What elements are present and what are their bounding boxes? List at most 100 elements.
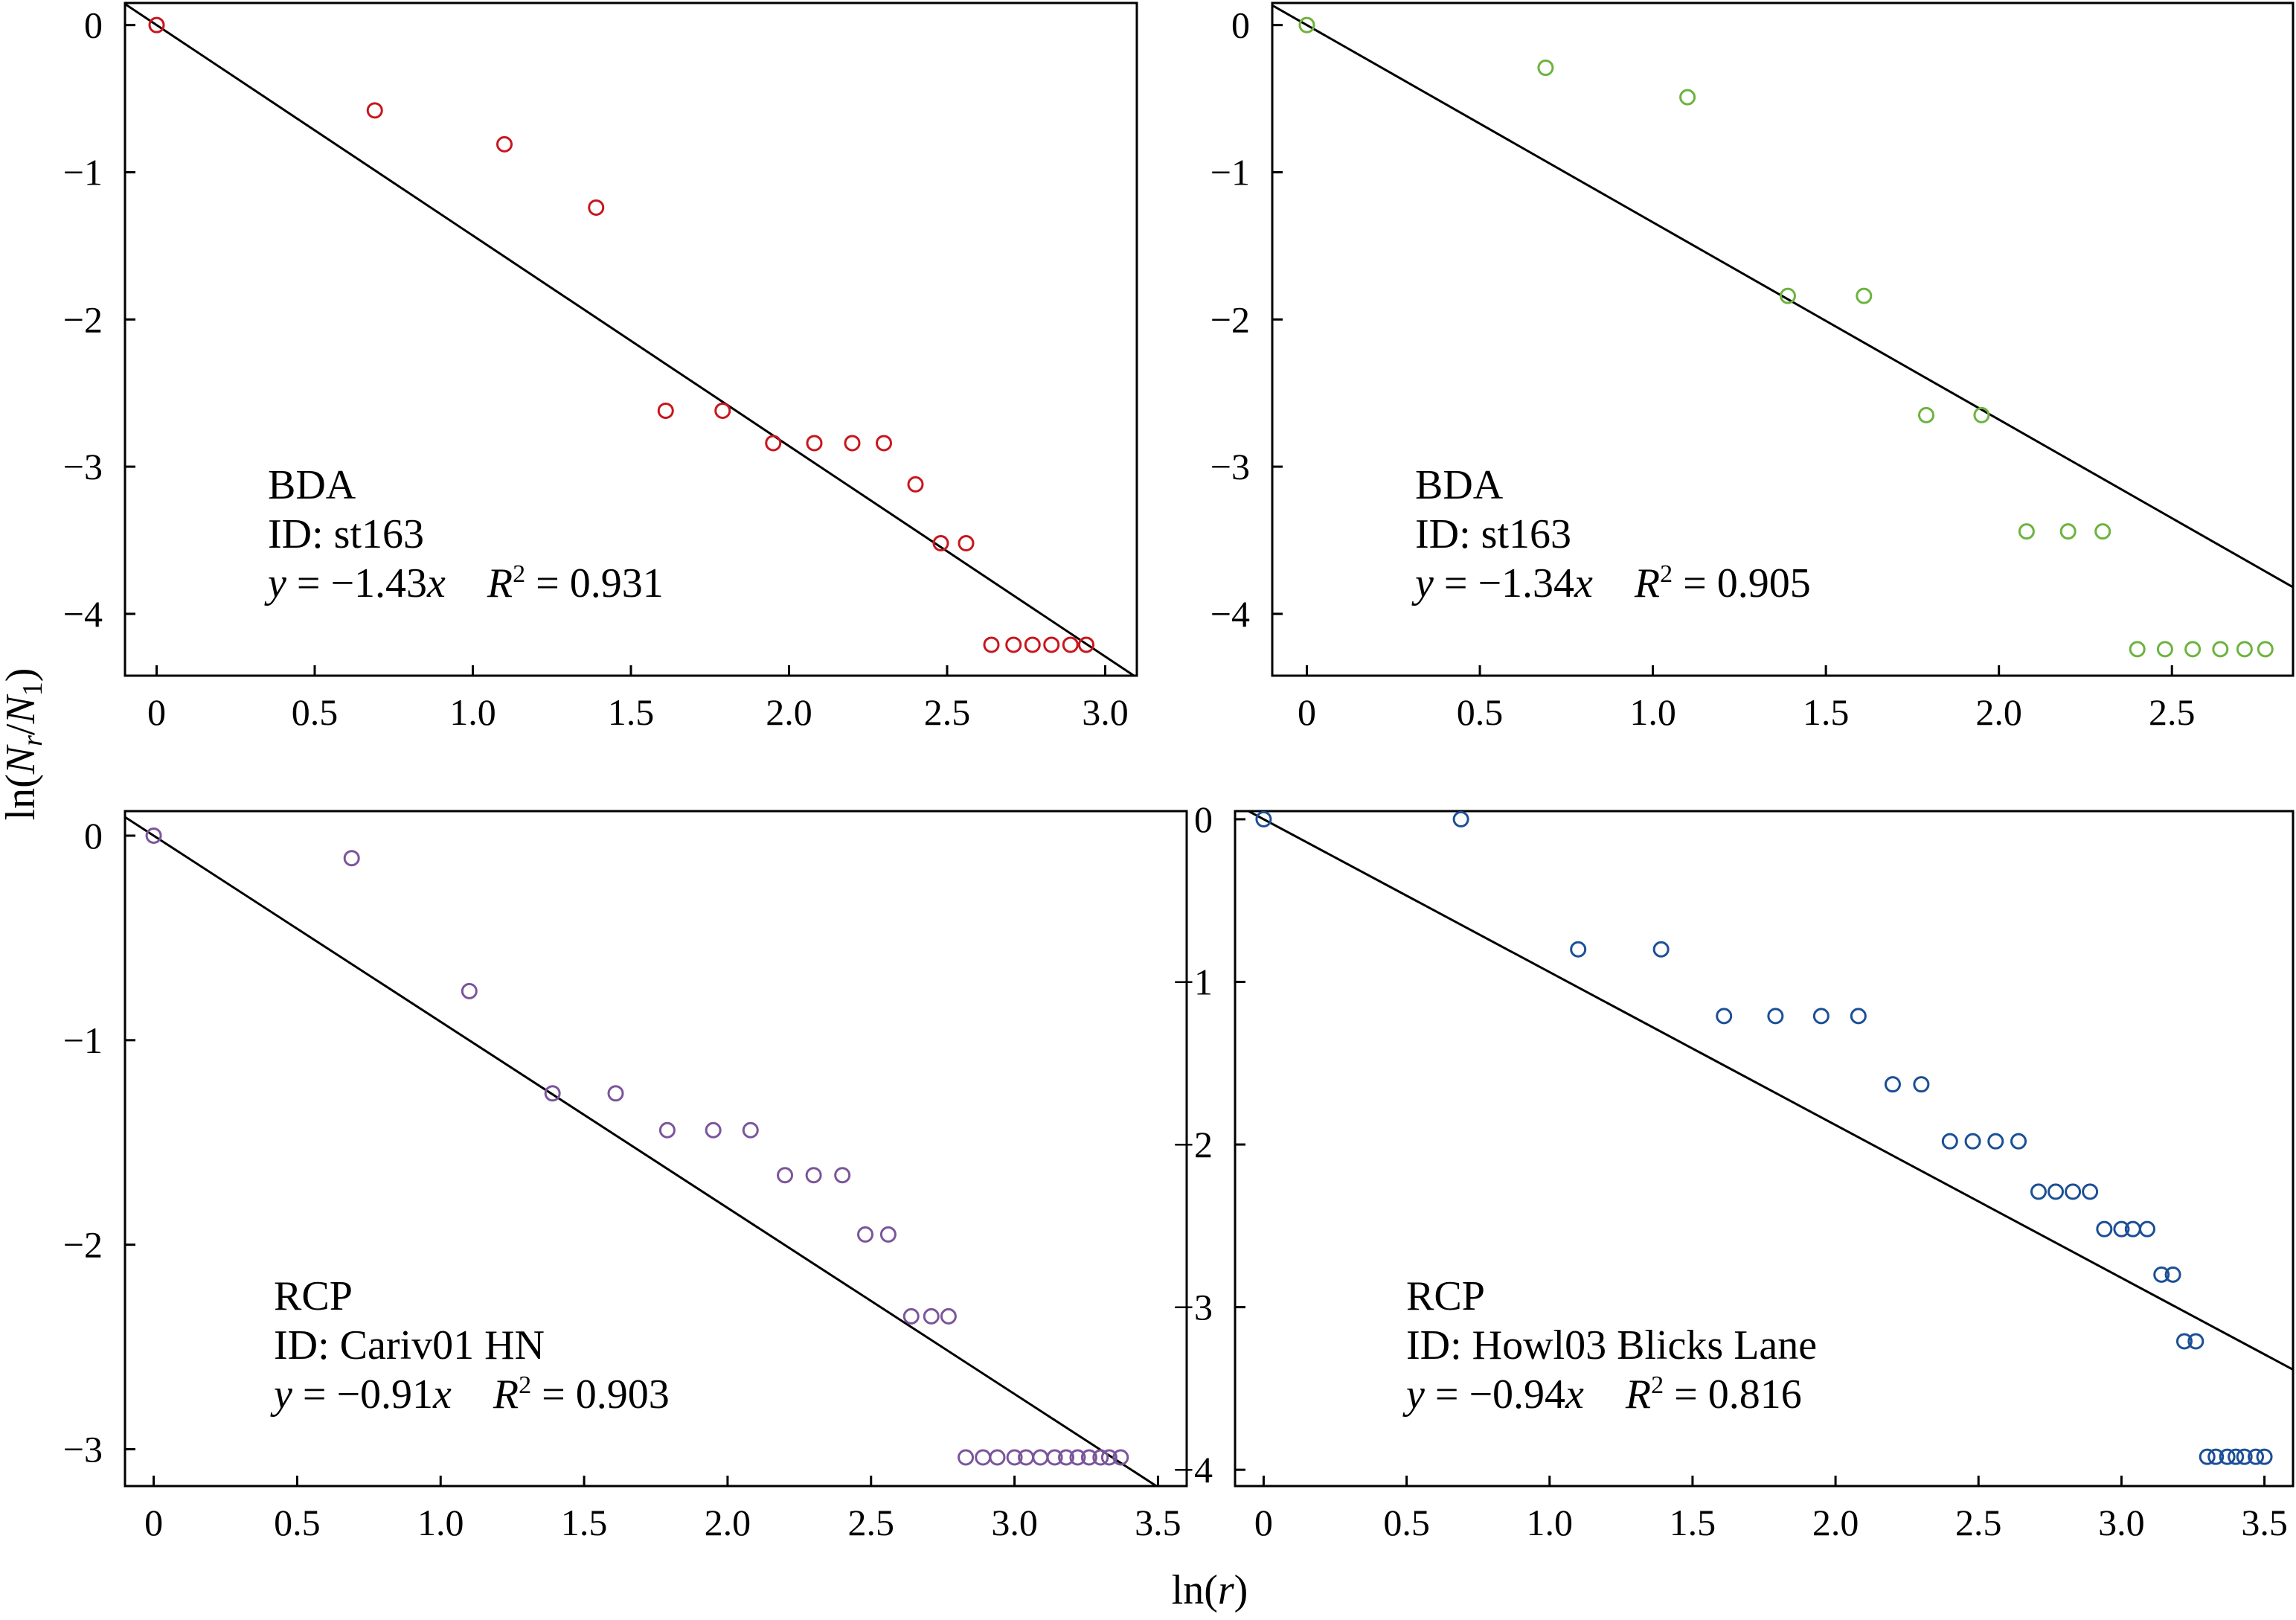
data-point <box>806 435 823 452</box>
data-point <box>834 1167 851 1184</box>
panel-id-label: ID: Cariv01 HN <box>274 1322 545 1368</box>
data-point <box>1767 1008 1784 1025</box>
data-point <box>958 1449 975 1466</box>
data-point <box>2048 1183 2065 1200</box>
data-point <box>1024 636 1041 653</box>
data-point <box>366 102 383 119</box>
data-point <box>2138 1220 2155 1238</box>
data-point <box>2199 1448 2216 1465</box>
data-point <box>1679 89 1696 106</box>
data-point <box>657 402 674 419</box>
fit-line <box>1245 811 2293 1371</box>
data-point <box>857 1226 874 1243</box>
y-tick-label: −2 <box>1173 1124 1213 1165</box>
data-point <box>1812 1008 1830 1025</box>
data-point <box>1032 1449 1049 1466</box>
data-point <box>2096 1220 2113 1238</box>
data-point <box>805 1167 822 1184</box>
data-point <box>588 199 605 216</box>
y-tick-label: −1 <box>63 1019 103 1061</box>
data-point <box>876 435 892 452</box>
y-tick-label: 0 <box>84 4 103 46</box>
x-tick-label: 1.0 <box>417 1502 464 1543</box>
data-point <box>1652 941 1670 958</box>
regression-equation: y = −1.43x R2 = 0.931 <box>264 560 664 606</box>
x-tick-label: 0.5 <box>292 691 339 733</box>
plot-frame <box>1271 1 2295 677</box>
data-point <box>1298 16 1315 33</box>
x-tick-label: 1.0 <box>1629 691 1676 733</box>
y-tick-label: −4 <box>63 593 103 635</box>
data-point <box>2257 641 2274 658</box>
data-point <box>2018 523 2035 540</box>
y-axis-title: ln(Nr/N1) <box>0 668 48 821</box>
data-point <box>1092 1449 1109 1466</box>
data-point <box>989 1449 1006 1466</box>
data-point <box>1058 1449 1075 1466</box>
data-point <box>1100 1449 1117 1466</box>
data-point <box>2228 1448 2245 1465</box>
data-point <box>1918 406 1935 423</box>
data-point <box>2059 523 2077 540</box>
data-point <box>1080 1449 1097 1466</box>
y-tick-label: −3 <box>1210 446 1250 487</box>
data-point <box>2236 1448 2253 1465</box>
x-tick-label: 0 <box>144 1502 163 1543</box>
panel-id-label: ID: st163 <box>268 511 424 557</box>
data-point <box>705 1121 722 1139</box>
y-tick-label: −2 <box>1210 298 1250 340</box>
data-point <box>983 636 1000 653</box>
y-tick-label: −3 <box>63 446 103 487</box>
x-tick-label: 1.5 <box>608 691 655 733</box>
data-point <box>2082 1183 2099 1200</box>
data-point <box>2248 1448 2265 1465</box>
data-point <box>2156 641 2173 658</box>
data-point <box>1043 636 1060 653</box>
regression-equation: y = −1.34x R2 = 0.905 <box>1411 560 1811 606</box>
data-point <box>658 1121 676 1139</box>
panel-id-label: ID: st163 <box>1415 511 1571 557</box>
x-tick-label: 0.5 <box>1383 1502 1430 1543</box>
x-tick-label: 1.0 <box>449 691 496 733</box>
data-point <box>742 1121 759 1139</box>
y-tick-label: −2 <box>63 298 103 340</box>
data-point <box>975 1449 992 1466</box>
regression-equation: y = −0.94x R2 = 0.816 <box>1402 1371 1802 1418</box>
data-point <box>1941 1133 1958 1150</box>
panel-id-label: ID: Howl03 Blicks Lane <box>1406 1322 1817 1368</box>
x-tick-label: 2.0 <box>705 1502 751 1543</box>
fit-line <box>1272 4 2293 589</box>
data-point <box>1570 941 1587 958</box>
data-point <box>958 534 975 551</box>
data-point <box>2207 1448 2225 1465</box>
data-point <box>932 534 949 551</box>
data-point <box>2184 641 2202 658</box>
data-point <box>1716 1008 1733 1025</box>
x-tick-label: 0 <box>147 691 166 733</box>
y-tick-label: −1 <box>1210 151 1250 193</box>
data-point <box>1046 1449 1063 1466</box>
data-point <box>2187 1333 2204 1350</box>
y-tick-label: −3 <box>63 1429 103 1470</box>
data-point <box>879 1226 897 1243</box>
y-tick-label: 0 <box>1194 798 1213 840</box>
x-tick-label: 0 <box>1298 691 1316 733</box>
data-point <box>2164 1266 2181 1283</box>
data-point <box>1069 1449 1086 1466</box>
data-point <box>714 402 731 419</box>
data-point <box>765 435 782 452</box>
data-point <box>2175 1333 2193 1350</box>
plot-frame <box>1234 810 2295 1488</box>
data-point <box>607 1085 624 1102</box>
data-point <box>2219 1448 2236 1465</box>
plot-frame <box>124 810 1188 1488</box>
data-point <box>461 982 478 999</box>
x-tick-label: 0 <box>1254 1502 1273 1543</box>
data-point <box>2094 523 2111 540</box>
panel-method-label: RCP <box>274 1273 353 1319</box>
x-tick-label: 2.5 <box>1955 1502 2002 1543</box>
data-point <box>145 827 162 844</box>
x-tick-label: 2.0 <box>1975 691 2022 733</box>
data-point <box>2065 1183 2082 1200</box>
